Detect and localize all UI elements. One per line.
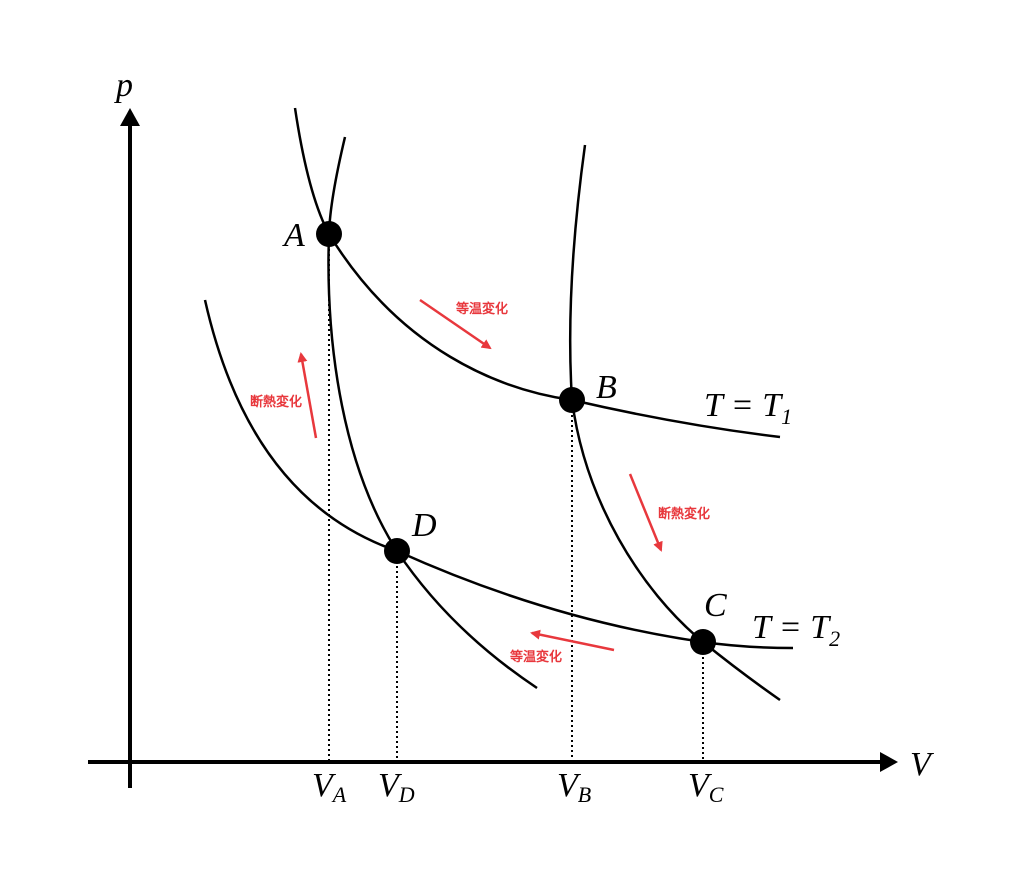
process-arrow [530, 629, 615, 652]
process-label: 断熱変化 [658, 506, 710, 522]
state-point [316, 221, 342, 247]
volume-label: VA [312, 767, 347, 807]
state-point [690, 629, 716, 655]
process-arrow [297, 352, 318, 439]
point-label: C [704, 587, 727, 624]
volume-label: VD [378, 767, 415, 807]
adiabat-bc [568, 144, 781, 702]
x-label: V [910, 746, 935, 783]
process-label: 断熱変化 [250, 394, 302, 410]
point-label: D [411, 507, 437, 544]
isotherm-t2 [203, 299, 794, 650]
y-arrow [120, 108, 140, 126]
state-point [384, 538, 410, 564]
y-label: p [114, 67, 133, 104]
adiabat-ad [327, 136, 538, 690]
curve-label: T = T2 [752, 609, 840, 651]
volume-label: VB [557, 767, 591, 807]
process-label: 等温変化 [509, 649, 562, 665]
volume-label: VC [688, 767, 724, 807]
state-point [559, 387, 585, 413]
isotherm-t1 [293, 107, 781, 439]
x-arrow [880, 752, 898, 772]
point-label: B [596, 369, 617, 406]
process-arrow [419, 298, 492, 350]
process-label: 等温変化 [455, 301, 508, 317]
point-label: A [282, 217, 305, 254]
process-arrow [628, 473, 663, 552]
curve-label: T = T1 [704, 387, 792, 429]
